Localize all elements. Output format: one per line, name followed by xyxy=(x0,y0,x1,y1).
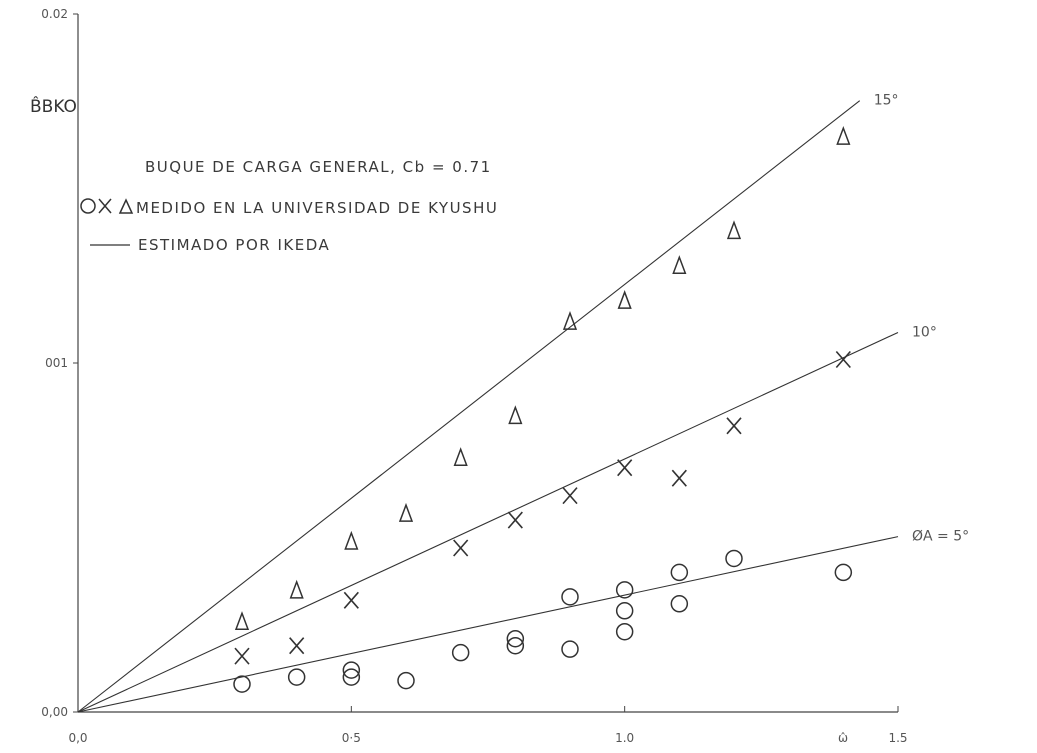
data-point-circle xyxy=(725,549,743,568)
data-point-circle xyxy=(397,671,415,690)
fit-line-x xyxy=(77,331,899,713)
data-point-triangle xyxy=(508,405,523,425)
series-label-triangle: 15° xyxy=(874,93,899,109)
legend-line-label: ESTIMADO POR IKEDA xyxy=(138,236,330,254)
legend-x-marker xyxy=(98,198,112,214)
y-tick-label: 001 xyxy=(45,356,68,370)
markers xyxy=(233,126,853,693)
data-point-circle xyxy=(506,636,525,655)
data-point-circle xyxy=(834,563,853,582)
legend-circle-marker xyxy=(80,198,96,214)
data-point-triangle xyxy=(453,447,468,466)
legend-title: BUQUE DE CARGA GENERAL, Cb = 0.71 xyxy=(145,158,492,176)
data-point-circle xyxy=(506,629,525,648)
data-point-x xyxy=(507,511,523,529)
axes: 0,0 0·5 1.0 1.5 0,00 001 0.02 xyxy=(41,7,907,745)
data-point-triangle xyxy=(562,310,578,330)
series-label-x: 10° xyxy=(912,324,937,340)
legend-triangle-marker xyxy=(118,198,134,214)
data-point-x xyxy=(562,487,578,505)
data-point-circle xyxy=(342,668,361,686)
data-point-circle xyxy=(561,640,579,658)
data-point-circle xyxy=(615,581,634,599)
fit-lines xyxy=(77,100,899,713)
y-axis-label: B̂BKO xyxy=(30,96,77,117)
data-point-circle xyxy=(615,602,634,620)
data-point-triangle xyxy=(726,220,742,240)
series-labels: ØA = 5° 10° 15° xyxy=(874,93,969,545)
data-point-triangle xyxy=(836,126,851,145)
data-point-x xyxy=(289,637,305,655)
data-point-triangle xyxy=(289,579,304,599)
data-point-circle xyxy=(615,622,634,641)
legend: BUQUE DE CARGA GENERAL, Cb = 0.71 MEDIDO… xyxy=(80,158,498,254)
data-point-circle xyxy=(451,643,470,662)
data-point-circle xyxy=(670,595,689,613)
x-tick-label: 0,0 xyxy=(68,731,87,745)
data-point-x xyxy=(453,539,469,557)
legend-markers-label: MEDIDO EN LA UNIVERSIDAD DE KYUSHU xyxy=(136,199,498,217)
x-tick-label: 1.5 xyxy=(888,731,907,745)
fit-line-circle xyxy=(77,536,899,713)
data-point-x xyxy=(343,591,359,609)
y-tick-label: 0,00 xyxy=(41,705,68,719)
series-label-circle: ØA = 5° xyxy=(912,529,969,545)
data-point-x xyxy=(726,417,742,435)
data-point-circle xyxy=(561,588,579,606)
x-tick-label: 1.0 xyxy=(615,731,634,745)
data-point-triangle xyxy=(234,611,250,631)
data-point-circle xyxy=(670,563,689,582)
fit-line-triangle xyxy=(77,100,861,713)
data-point-x xyxy=(234,647,250,665)
data-point-triangle xyxy=(344,530,359,550)
data-point-circle xyxy=(342,661,361,679)
data-point-triangle xyxy=(617,290,632,309)
data-point-circle xyxy=(287,668,306,686)
x-axis-label: ω̂ xyxy=(838,731,848,745)
data-point-x xyxy=(671,469,687,487)
data-point-circle xyxy=(233,675,251,693)
y-tick-label: 0.02 xyxy=(41,7,68,21)
data-point-x xyxy=(617,459,633,477)
x-tick-label: 0·5 xyxy=(342,731,361,745)
data-point-triangle xyxy=(672,255,687,275)
data-point-x xyxy=(835,350,851,369)
data-point-triangle xyxy=(398,502,414,522)
